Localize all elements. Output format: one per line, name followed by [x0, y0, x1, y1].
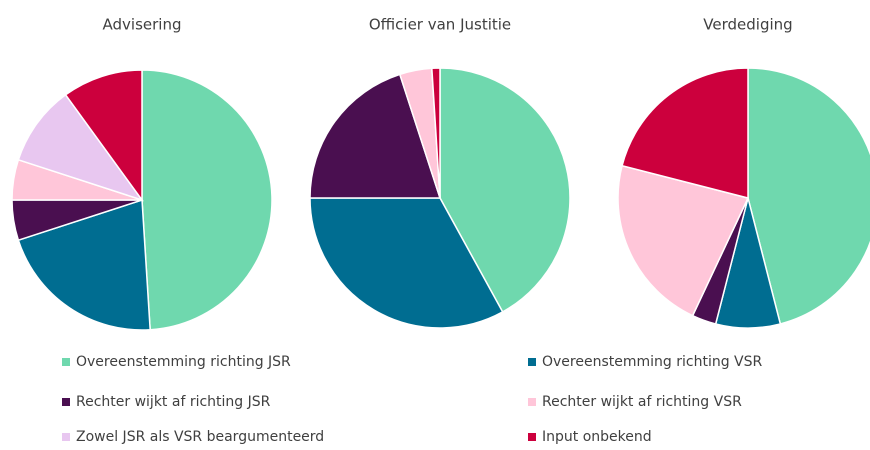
pie-slice	[617, 164, 750, 317]
legend-swatch	[62, 358, 70, 366]
legend-swatch	[62, 398, 70, 406]
pie-slice	[64, 69, 143, 203]
pie-title: Verdediging	[703, 16, 792, 34]
pie-slice	[621, 67, 749, 199]
pie-slice	[431, 67, 441, 199]
pie-title: Advisering	[103, 16, 182, 34]
legend-label: Input onbekend	[542, 429, 652, 445]
pie-slice	[17, 198, 151, 331]
pie-slice	[309, 73, 442, 199]
legend-label: Overeenstemming richting VSR	[542, 354, 763, 370]
legend-label: Rechter wijkt af richting JSR	[76, 394, 271, 410]
legend-swatch	[528, 398, 536, 406]
legend-label: Rechter wijkt af richting VSR	[542, 394, 742, 410]
pie-slice	[439, 67, 571, 313]
legend-swatch	[62, 433, 70, 441]
legend-label: Overeenstemming richting JSR	[76, 354, 291, 370]
pie-slice	[17, 93, 144, 202]
pie-title: Officier van Justitie	[369, 16, 511, 34]
pie-slice	[309, 197, 504, 329]
pie-slice	[747, 67, 870, 325]
legend-swatch	[528, 358, 536, 366]
legend-label: Zowel JSR als VSR beargumenteerd	[76, 429, 324, 445]
pie-slice	[141, 69, 273, 331]
legend-swatch	[528, 433, 536, 441]
